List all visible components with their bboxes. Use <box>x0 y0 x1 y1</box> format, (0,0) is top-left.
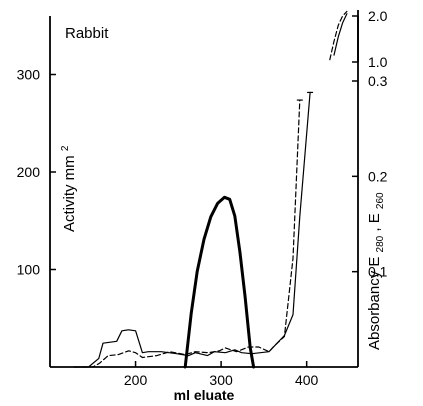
series-line-1-bold <box>183 195 256 369</box>
y-right-label-part-2: , E <box>366 213 383 231</box>
series-group <box>73 10 348 369</box>
y-left-label-main: Activity <box>61 184 78 232</box>
y-left-tick-label-300: 300 <box>17 67 41 83</box>
y-left-tick-label-100: 100 <box>17 262 41 278</box>
tick-labels: 200 300 400 100 200 300 0.1 0.2 0.3 1.0 2.0 <box>17 8 388 388</box>
y-right-tick-label-0.2: 0.2 <box>368 168 388 184</box>
y-left-tick-label-200: 200 <box>17 164 41 180</box>
x-tick-label-200: 200 <box>124 372 148 388</box>
y-right-label-part-1: Absorbancy E <box>366 257 383 350</box>
y-right-label-sub-1: 280 <box>375 235 386 252</box>
axes <box>49 10 359 368</box>
series-line-2-solid <box>73 91 311 368</box>
y-right-upper-tick-label-1: 1.0 <box>368 54 388 70</box>
x-tick-label-300: 300 <box>209 372 233 388</box>
y-axis-right-label: Absorbancy E 280 , E 260 <box>366 192 387 350</box>
series-line-3-dashed <box>73 99 301 368</box>
chart-annotation: Rabbit <box>65 25 109 42</box>
y-right-tick-label-0.3: 0.3 <box>368 73 388 89</box>
series-line-4-solid <box>333 13 348 56</box>
x-axis-label: ml eluate <box>174 387 235 403</box>
y-right-upper-tick-label-2: 2.0 <box>368 8 388 24</box>
y-right-label-sub-2: 260 <box>375 192 386 209</box>
tick-marks <box>50 15 358 367</box>
y-axis-left-label: Activity mm 2 <box>60 145 78 232</box>
y-right-tick-label-0.1: 0.1 <box>368 264 388 280</box>
y-left-label-unit: mm <box>61 155 78 180</box>
series-line-5-dashed <box>329 10 348 61</box>
x-tick-label-400: 400 <box>295 372 319 388</box>
y-left-label-unit-exp: 2 <box>60 145 71 151</box>
